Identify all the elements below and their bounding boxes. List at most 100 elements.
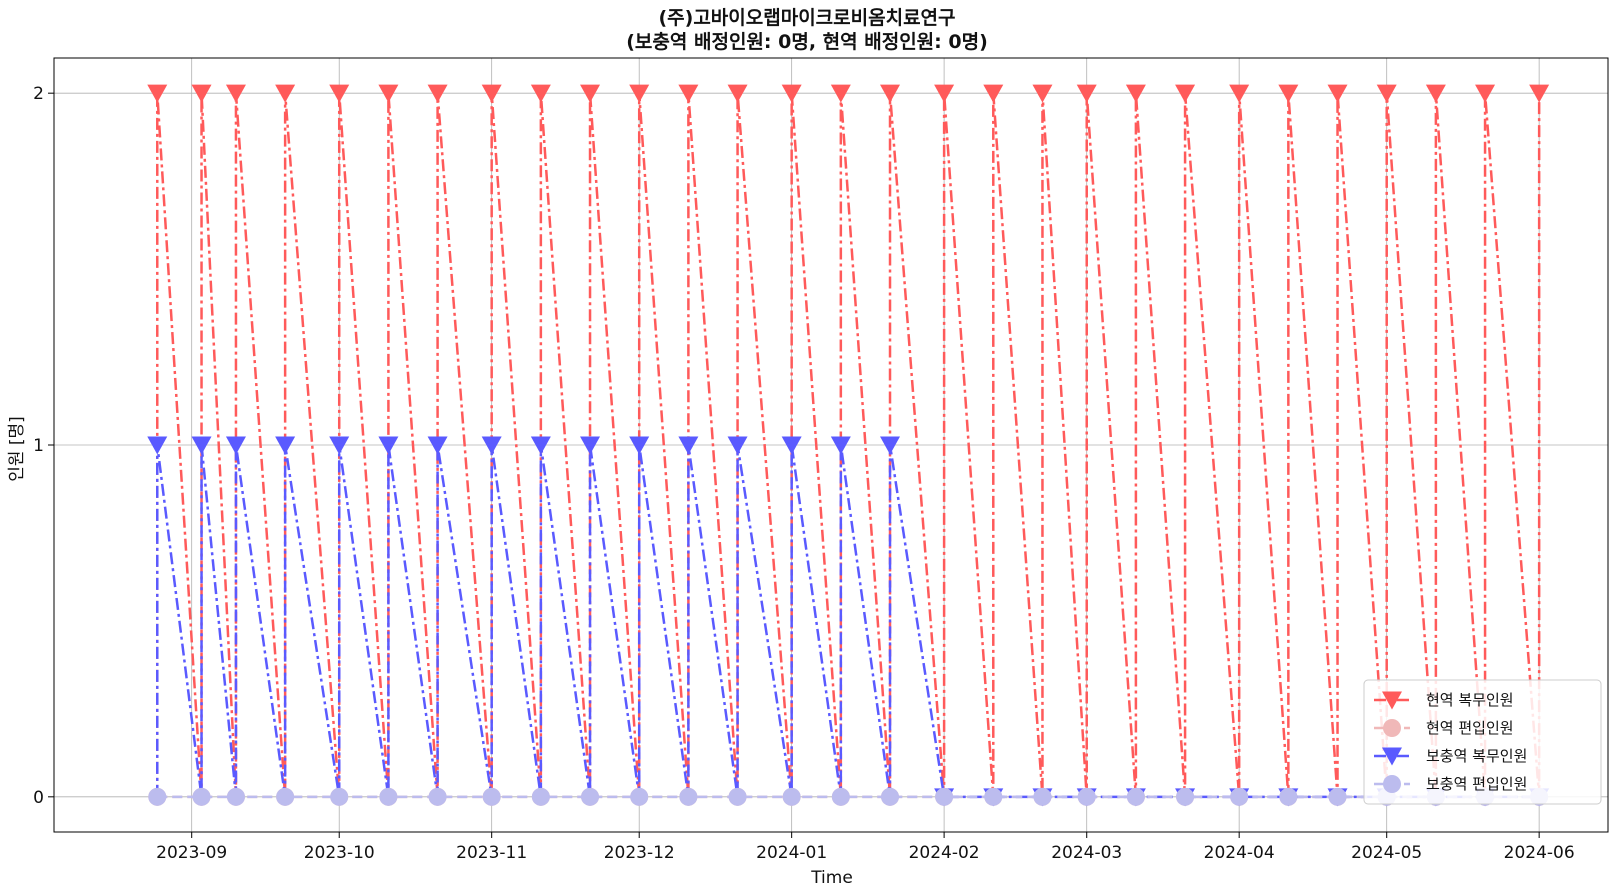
data-point-marker [1033,787,1052,806]
series-group [147,84,1550,807]
data-point-marker [1175,84,1196,103]
data-point-marker [1529,84,1550,103]
chart-title-line1: (주)고바이오랩마이크로비옴치료연구 [658,7,955,29]
data-point-marker [428,787,447,806]
data-point-marker [1327,84,1348,103]
data-point-marker [329,84,350,103]
legend-label: 보충역 복무인원 [1426,747,1527,765]
x-tick-label: 2024-05 [1351,843,1422,863]
data-point-marker [629,84,650,103]
legend-marker [1383,775,1401,793]
data-point-marker [1279,787,1298,806]
data-point-marker [1125,84,1146,103]
x-tick-label: 2024-02 [909,843,980,863]
data-point-marker [481,84,502,103]
data-point-marker [1278,84,1299,103]
data-point-marker [580,436,601,455]
data-point-marker [530,84,551,103]
data-point-marker [727,436,748,455]
data-point-marker [580,84,601,103]
data-point-marker [427,436,448,455]
x-tick-label: 2023-12 [604,843,675,863]
data-point-marker [329,436,350,455]
data-point-marker [1425,84,1446,103]
data-point-marker [147,84,168,103]
data-point-marker [225,436,246,455]
data-point-marker [1475,84,1496,103]
data-point-marker [830,84,851,103]
data-point-marker [147,436,168,455]
data-point-marker [629,436,650,455]
data-point-marker [482,787,501,806]
data-point-marker [276,787,295,806]
legend-label: 현역 복무인원 [1426,691,1514,709]
x-tick-label: 2023-09 [156,843,227,863]
legend-label: 현역 편입인원 [1426,719,1514,737]
data-point-marker [984,787,1003,806]
y-tick-label: 0 [33,788,44,808]
data-point-marker [781,436,802,455]
data-point-marker [1230,787,1249,806]
x-tick-label: 2024-01 [756,843,827,863]
data-point-marker [934,84,955,103]
data-point-marker [581,787,600,806]
data-point-marker [379,787,398,806]
data-point-marker [1126,787,1145,806]
x-tick-label: 2023-11 [456,843,527,863]
data-point-marker [1229,84,1250,103]
data-point-marker [191,436,212,455]
data-point-marker [935,787,954,806]
y-tick-label: 1 [33,436,44,456]
data-point-marker [148,787,167,806]
data-point-marker [1076,84,1097,103]
data-point-marker [1328,787,1347,806]
data-point-marker [378,436,399,455]
data-point-marker [275,436,296,455]
chart-title-line2: (보충역 배정인원: 0명, 현역 배정인원: 0명) [626,31,988,53]
data-point-marker [275,84,296,103]
data-point-marker [225,84,246,103]
axis-ticks: 2023-09 2023-10 2023-11 2023-12 2024-01 2024-… [33,84,1574,863]
series-0 [147,84,1550,797]
series-3 [148,787,1549,806]
data-point-marker [983,84,1004,103]
data-point-marker [678,436,699,455]
legend-frame [1363,679,1602,805]
data-point-marker [1176,787,1195,806]
data-point-marker [531,787,550,806]
data-point-marker [831,787,850,806]
data-point-marker [880,436,901,455]
data-point-marker [378,84,399,103]
data-point-marker [192,787,211,806]
y-tick-label: 2 [33,84,44,104]
y-axis-label: 인원 [명] [7,416,27,482]
data-point-marker [330,787,349,806]
data-point-marker [630,787,649,806]
data-point-marker [1032,84,1053,103]
data-point-marker [226,787,245,806]
series-2 [147,436,1550,807]
legend-marker [1383,719,1401,737]
x-tick-label: 2024-03 [1051,843,1122,863]
legend-marker [1382,691,1402,710]
data-point-marker [1376,84,1397,103]
data-point-marker [880,84,901,103]
data-point-marker [427,84,448,103]
data-point-marker [530,436,551,455]
x-axis-label: Time [810,868,853,888]
x-tick-label: 2024-04 [1204,843,1275,863]
legend-label: 보충역 편입인원 [1426,775,1527,793]
x-tick-label: 2024-06 [1504,843,1575,863]
data-point-marker [727,84,748,103]
data-point-marker [782,787,801,806]
data-point-marker [191,84,212,103]
data-point-marker [678,84,699,103]
data-point-marker [1077,787,1096,806]
series-line [156,444,1540,799]
data-point-marker [830,436,851,455]
legend-marker [1382,747,1402,766]
data-point-marker [881,787,900,806]
x-tick-label: 2023-10 [304,843,375,863]
